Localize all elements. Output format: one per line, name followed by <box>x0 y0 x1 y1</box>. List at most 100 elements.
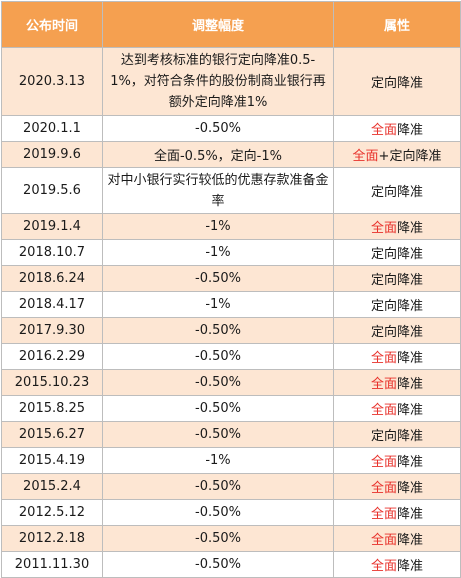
table-row: 2015.10.23 -0.50% 全面降准 <box>1 369 461 396</box>
cell-attribute: 定向降准 <box>333 47 461 116</box>
cell-attribute: 全面降准 <box>333 213 461 240</box>
cell-date: 2015.4.19 <box>1 447 103 474</box>
table-row: 2018.4.17 -1% 定向降准 <box>1 291 461 318</box>
cell-attribute: 定向降准 <box>333 421 461 448</box>
cell-scale: -0.50% <box>102 317 334 344</box>
cell-attribute: 全面+定向降准 <box>333 141 461 168</box>
attr-rest: 降准 <box>397 351 424 366</box>
cell-date: 2018.6.24 <box>1 265 103 292</box>
attr-highlight: 全面 <box>370 403 397 418</box>
attr-rest: 定向降准 <box>370 247 423 262</box>
table-row: 2017.9.30 -0.50% 定向降准 <box>1 317 461 344</box>
attr-rest: 降准 <box>397 377 424 392</box>
cell-scale: -0.50% <box>102 473 334 500</box>
cell-attribute: 全面降准 <box>333 447 461 474</box>
table-row: 2015.4.19 -1% 全面降准 <box>1 447 461 474</box>
cell-attribute: 全面降准 <box>333 525 461 552</box>
cell-attribute: 全面降准 <box>333 395 461 422</box>
table-row: 2012.5.12 -0.50% 全面降准 <box>1 499 461 526</box>
table-row: 2020.1.1 -0.50% 全面降准 <box>1 115 461 142</box>
table-row: 2019.1.4 -1% 全面降准 <box>1 213 461 240</box>
cell-scale: -0.50% <box>102 499 334 526</box>
cell-attribute: 定向降准 <box>333 265 461 292</box>
header-date: 公布时间 <box>1 1 103 48</box>
cell-date: 2015.8.25 <box>1 395 103 422</box>
cell-date: 2015.10.23 <box>1 369 103 396</box>
table-row: 2018.6.24 -0.50% 定向降准 <box>1 265 461 292</box>
attr-rest: 降准 <box>397 507 424 522</box>
cell-date: 2019.1.4 <box>1 213 103 240</box>
attr-highlight: 全面 <box>370 351 397 366</box>
cell-scale: -0.50% <box>102 343 334 370</box>
cell-date: 2020.3.13 <box>1 47 103 116</box>
cell-scale: -1% <box>102 291 334 318</box>
attr-rest: 降准 <box>397 559 424 574</box>
attr-highlight: 全面 <box>352 149 379 164</box>
attr-rest: 定向降准 <box>370 76 423 91</box>
cell-date: 2012.2.18 <box>1 525 103 552</box>
cell-date: 2017.9.30 <box>1 317 103 344</box>
cell-attribute: 全面降准 <box>333 499 461 526</box>
table-row: 2015.2.4 -0.50% 全面降准 <box>1 473 461 500</box>
attr-rest: 降准 <box>397 123 424 138</box>
cell-scale: -1% <box>102 213 334 240</box>
attr-rest: 定向降准 <box>370 185 423 200</box>
cell-scale: -0.50% <box>102 525 334 552</box>
cell-attribute: 定向降准 <box>333 291 461 318</box>
cell-attribute: 全面降准 <box>333 369 461 396</box>
attr-rest: +定向降准 <box>378 149 442 164</box>
attr-highlight: 全面 <box>370 123 397 138</box>
cell-scale: -0.50% <box>102 551 334 578</box>
cell-date: 2018.10.7 <box>1 239 103 266</box>
table-header-row: 公布时间 调整幅度 属性 <box>1 1 461 48</box>
cell-scale: -0.50% <box>102 369 334 396</box>
attr-rest: 降准 <box>397 221 424 236</box>
cell-scale: 对中小银行实行较低的优惠存款准备金率 <box>102 167 334 214</box>
attr-rest: 定向降准 <box>370 325 423 340</box>
cell-attribute: 定向降准 <box>333 167 461 214</box>
cell-date: 2018.4.17 <box>1 291 103 318</box>
cell-scale: -1% <box>102 447 334 474</box>
table-row: 2019.9.6 全面-0.5%，定向-1% 全面+定向降准 <box>1 141 461 168</box>
table-row: 2015.8.25 -0.50% 全面降准 <box>1 395 461 422</box>
attr-highlight: 全面 <box>370 455 397 470</box>
header-attribute: 属性 <box>333 1 461 48</box>
cell-date: 2015.2.4 <box>1 473 103 500</box>
attr-highlight: 全面 <box>370 481 397 496</box>
attr-rest: 定向降准 <box>370 429 423 444</box>
cell-attribute: 全面降准 <box>333 343 461 370</box>
attr-rest: 降准 <box>397 481 424 496</box>
cell-scale: -0.50% <box>102 265 334 292</box>
attr-highlight: 全面 <box>370 507 397 522</box>
cell-date: 2019.5.6 <box>1 167 103 214</box>
attr-highlight: 全面 <box>370 377 397 392</box>
cell-scale: -0.50% <box>102 115 334 142</box>
table-row: 2016.2.29 -0.50% 全面降准 <box>1 343 461 370</box>
cell-scale: -0.50% <box>102 421 334 448</box>
cell-date: 2016.2.29 <box>1 343 103 370</box>
cell-scale: 达到考核标准的银行定向降准0.5-1%，对符合条件的股份制商业银行再额外定向降准… <box>102 47 334 116</box>
table-row: 2015.6.27 -0.50% 定向降准 <box>1 421 461 448</box>
cell-date: 2011.11.30 <box>1 551 103 578</box>
table-row: 2011.11.30 -0.50% 全面降准 <box>1 551 461 578</box>
cell-date: 2015.6.27 <box>1 421 103 448</box>
table-row: 2012.2.18 -0.50% 全面降准 <box>1 525 461 552</box>
cell-scale: -0.50% <box>102 395 334 422</box>
cell-attribute: 全面降准 <box>333 115 461 142</box>
cell-attribute: 定向降准 <box>333 239 461 266</box>
cell-attribute: 全面降准 <box>333 473 461 500</box>
table-row: 2020.3.13 达到考核标准的银行定向降准0.5-1%，对符合条件的股份制商… <box>1 47 461 116</box>
attr-highlight: 全面 <box>370 533 397 548</box>
attr-highlight: 全面 <box>370 221 397 236</box>
attr-rest: 定向降准 <box>370 273 423 288</box>
header-scale: 调整幅度 <box>102 1 334 48</box>
cell-attribute: 定向降准 <box>333 317 461 344</box>
cell-scale: 全面-0.5%，定向-1% <box>102 141 334 168</box>
attr-highlight: 全面 <box>370 559 397 574</box>
attr-rest: 降准 <box>397 403 424 418</box>
cell-scale: -1% <box>102 239 334 266</box>
attr-rest: 降准 <box>397 533 424 548</box>
cell-date: 2019.9.6 <box>1 141 103 168</box>
cell-attribute: 全面降准 <box>333 551 461 578</box>
